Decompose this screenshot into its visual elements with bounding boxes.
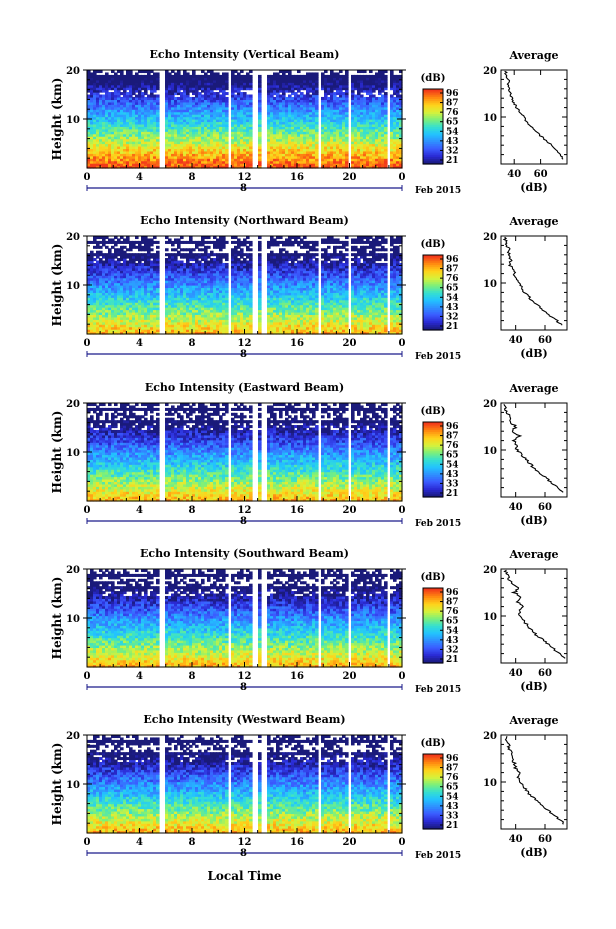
heat-cell: [156, 72, 160, 75]
heat-cell: [156, 95, 160, 98]
colorbar-tick-label: 32: [446, 146, 459, 156]
heat-cell: [258, 75, 262, 78]
x-tick-label: 0: [399, 172, 406, 183]
y-tick-label: 20: [66, 66, 80, 77]
heat-cell: [165, 248, 169, 251]
panel-title: Echo Intensity (Vertical Beam): [149, 48, 339, 61]
colorbar-tick-label: 87: [446, 99, 459, 109]
colorbar-unit: (dB): [421, 73, 446, 84]
heat-cell: [156, 241, 160, 244]
panel-0: Echo Intensity (Vertical Beam)2010Height…: [50, 48, 567, 196]
colorbar-tick-label: 96: [446, 89, 459, 99]
heat-cell: [225, 97, 229, 100]
x-tick-label: 20: [343, 172, 357, 183]
avg-y-tick-label: 20: [483, 66, 497, 77]
y-axis-label: Height (km): [50, 78, 64, 161]
date-label: Feb 2015: [415, 186, 461, 196]
colorbar-tick-label: 65: [446, 118, 459, 128]
colorbar-tick-label: 43: [446, 137, 459, 147]
panel-title: Echo Intensity (Northward Beam): [140, 214, 349, 227]
avg-x-tick-label: 40: [507, 169, 521, 180]
x-tick-label: 12: [238, 172, 252, 183]
avg-x-label: (dB): [520, 181, 547, 194]
heatmap-cells: [87, 70, 403, 169]
heat-cell: [156, 246, 160, 249]
y-tick-label: 10: [66, 115, 80, 126]
colorbar-tick-label: 21: [446, 156, 459, 166]
heat-cell: [156, 251, 160, 254]
x-tick-label: 4: [136, 172, 143, 183]
heat-cell: [384, 92, 388, 95]
avg-profile-line: [505, 71, 563, 159]
panel-1: Echo Intensity (Northward Beam)2010Heigh…: [50, 214, 567, 362]
x-tick-label: 8: [189, 172, 196, 183]
heat-cell: [249, 75, 253, 78]
heat-cell: [249, 95, 253, 98]
heat-cell: [225, 92, 229, 95]
colorbar-tick-label: 54: [446, 127, 459, 137]
avg-frame: [501, 70, 567, 164]
avg-title: Average: [508, 49, 558, 62]
heat-cell: [225, 72, 229, 75]
heat-cell: [384, 75, 388, 78]
date-axis-value: 8: [240, 183, 247, 194]
heat-cell: [150, 248, 154, 251]
avg-y-tick-label: 10: [483, 113, 497, 124]
heatmap-cells: [87, 236, 403, 335]
heat-cell: [315, 72, 319, 75]
colorbar-tick-label: 76: [446, 108, 459, 118]
x-tick-label: 16: [290, 172, 304, 183]
x-tick-label: 0: [84, 172, 91, 183]
avg-x-tick-label: 60: [534, 169, 548, 180]
